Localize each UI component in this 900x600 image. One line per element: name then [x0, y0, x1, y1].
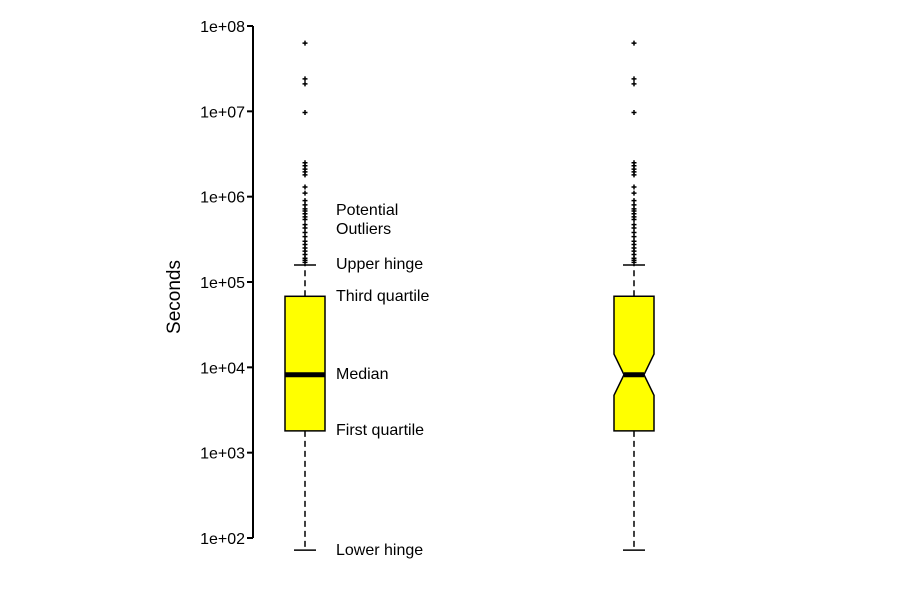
y-axis-title: Seconds	[164, 260, 185, 334]
outlier-2-29	[631, 259, 637, 265]
outlier-1-21	[302, 234, 308, 240]
y-tick-label-0: 1e+02	[200, 531, 245, 548]
outlier-2-17	[631, 217, 637, 223]
y-axis: 1e+02 1e+03 1e+04 1e+05 1e+06 1e+07 1e+08	[200, 19, 254, 548]
annotation-third-quartile: Third quartile	[336, 288, 429, 305]
outlier-1-29	[302, 259, 308, 265]
outlier-1-19	[302, 225, 308, 231]
outlier-1-17	[302, 217, 308, 223]
outlier-2-8	[631, 172, 637, 178]
outlier-1-2	[302, 81, 308, 87]
y-tick-label-4: 1e+06	[200, 190, 245, 207]
box-1	[284, 40, 326, 551]
outlier-2-11	[631, 198, 637, 204]
outlier-2-19	[631, 225, 637, 231]
annotation-potential-outliers-line1: Potential	[336, 202, 398, 219]
outlier-1-8	[302, 172, 308, 178]
outlier-1-11	[302, 198, 308, 204]
outlier-1-0	[302, 40, 308, 46]
y-tick-label-5: 1e+07	[200, 104, 245, 121]
outlier-2-0	[631, 40, 637, 46]
outlier-1-3	[302, 109, 308, 115]
y-tick-label-6: 1e+08	[200, 19, 245, 36]
boxes	[284, 40, 655, 551]
outlier-1-10	[302, 190, 308, 196]
outlier-2-1	[631, 76, 637, 82]
annotations: Potential Outliers Upper hinge Third qua…	[336, 202, 429, 559]
annotation-first-quartile: First quartile	[336, 422, 424, 439]
box-body-1	[284, 295, 326, 432]
y-tick-label-1: 1e+03	[200, 446, 245, 463]
annotation-lower-hinge: Lower hinge	[336, 542, 423, 559]
y-tick-label-3: 1e+05	[200, 275, 245, 292]
outlier-1-9	[302, 184, 308, 190]
annotation-potential-outliers-line2: Outliers	[336, 221, 391, 238]
outlier-2-2	[631, 81, 637, 87]
annotation-median: Median	[336, 366, 388, 383]
annotation-upper-hinge: Upper hinge	[336, 256, 423, 273]
outlier-2-21	[631, 234, 637, 240]
outlier-2-10	[631, 190, 637, 196]
outlier-1-1	[302, 76, 308, 82]
box-2	[613, 40, 655, 551]
outlier-2-3	[631, 109, 637, 115]
y-tick-label-2: 1e+04	[200, 360, 245, 377]
outlier-2-9	[631, 184, 637, 190]
box-body-2	[613, 295, 655, 432]
